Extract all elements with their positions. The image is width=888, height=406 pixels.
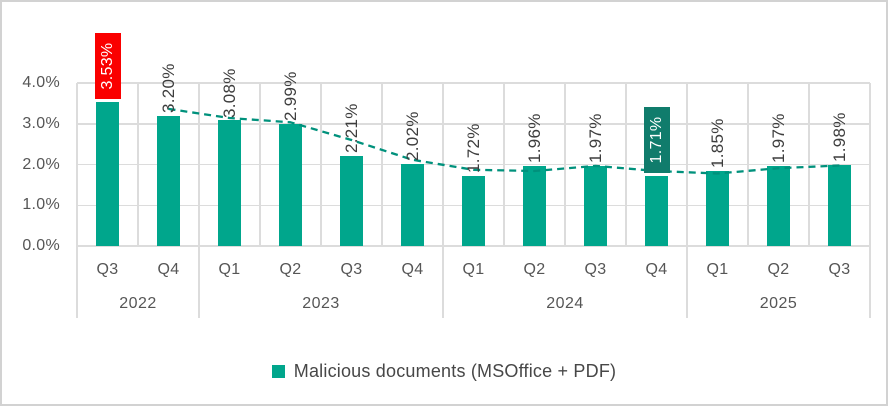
value-label: 1.97% xyxy=(585,113,605,163)
year-label: 2024 xyxy=(546,295,584,312)
trendline xyxy=(168,107,840,175)
bar xyxy=(828,165,851,246)
value-label: 1.96% xyxy=(524,113,544,164)
value-label: 1.72% xyxy=(463,123,483,173)
quarter-label: Q3 xyxy=(828,261,851,278)
gridline-v xyxy=(503,83,505,246)
bar xyxy=(340,155,363,246)
bar xyxy=(401,163,424,246)
bar xyxy=(645,176,668,246)
value-label: 3.20% xyxy=(158,62,178,113)
gridline-v xyxy=(198,83,200,246)
year-label: 2023 xyxy=(302,295,340,312)
gridline-h xyxy=(77,123,870,125)
quarter-label: Q4 xyxy=(645,261,668,278)
y-tick-label: 0.0% xyxy=(22,237,60,254)
highlighted-value-label: 3.53% xyxy=(94,33,121,100)
bar xyxy=(767,165,790,246)
gridline-v xyxy=(259,83,261,246)
year-group-separator xyxy=(76,246,78,318)
quarter-label: Q1 xyxy=(706,261,729,278)
bar xyxy=(218,120,241,246)
data-label-layer: 3.53% 3.20% 3.08% 2.99% 2.21% 2.02% 1.72% 1.96%… xyxy=(77,33,870,246)
value-label: 2.02% xyxy=(402,110,422,161)
value-label: 2.99% xyxy=(280,71,300,122)
gridline-v xyxy=(869,83,871,246)
gridline-v xyxy=(137,83,139,246)
quarter-label: Q4 xyxy=(157,261,180,278)
bar xyxy=(157,115,180,246)
value-label: 1.85% xyxy=(707,117,727,168)
bar xyxy=(279,124,302,246)
year-label: 2022 xyxy=(119,295,157,312)
gridline-v xyxy=(564,83,566,246)
bar xyxy=(523,166,546,246)
gridline-v xyxy=(686,83,688,246)
gridline-v xyxy=(381,83,383,246)
year-group-separator xyxy=(198,246,200,318)
quarter-label: Q3 xyxy=(96,261,119,278)
legend: Malicious documents (MSOffice + PDF) xyxy=(2,361,886,382)
y-tick-label: 1.0% xyxy=(22,196,60,214)
value-label: 2.21% xyxy=(341,103,361,153)
quarter-label: Q2 xyxy=(523,261,546,278)
highlighted-value-label: 1.71% xyxy=(643,107,670,174)
gridline-h xyxy=(77,245,870,247)
year-group-separator xyxy=(442,246,444,318)
quarter-label: Q3 xyxy=(584,261,607,278)
year-group-separator xyxy=(869,246,871,318)
quarter-label: Q2 xyxy=(767,261,790,278)
gridline-v xyxy=(747,83,749,246)
gridline-v xyxy=(76,83,78,246)
value-label: 1.97% xyxy=(768,113,788,163)
legend-label: Malicious documents (MSOffice + PDF) xyxy=(293,361,617,381)
year-label: 2025 xyxy=(759,295,798,312)
plot-area xyxy=(76,82,871,247)
gridline-v xyxy=(808,83,810,246)
legend-swatch-icon xyxy=(271,365,285,378)
quarter-label: Q2 xyxy=(279,261,302,278)
quarter-label: Q1 xyxy=(462,261,485,278)
value-label: 1.98% xyxy=(829,112,849,163)
gridline-v xyxy=(625,83,627,246)
bar xyxy=(96,102,119,246)
bar xyxy=(706,170,729,246)
gridline-h xyxy=(77,163,870,166)
bar xyxy=(462,175,485,246)
quarter-label: Q3 xyxy=(340,261,363,278)
y-tick-label: 2.0% xyxy=(22,155,60,173)
y-tick-label: 3.0% xyxy=(22,114,60,132)
quarter-label: Q1 xyxy=(218,261,241,278)
gridline-v xyxy=(320,83,322,246)
year-group-separator xyxy=(686,246,688,318)
bar xyxy=(584,165,607,246)
quarter-label: Q4 xyxy=(401,261,424,278)
y-tick-label: 4.0% xyxy=(22,74,60,91)
value-label: 3.08% xyxy=(219,67,239,118)
gridline-h xyxy=(77,82,870,84)
